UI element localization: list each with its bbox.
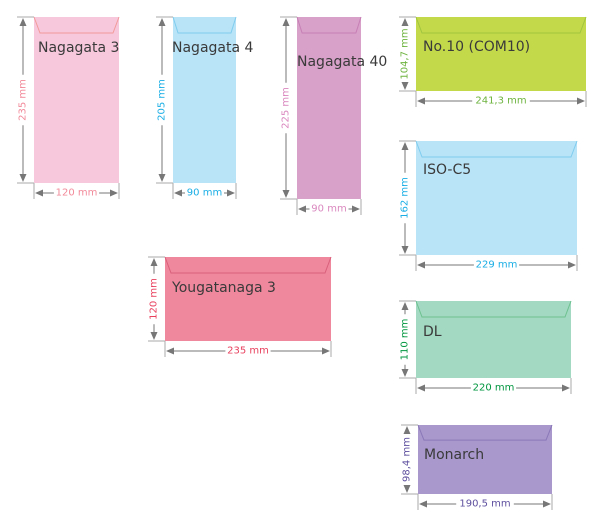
envelope-nagagata-3: Nagagata 3 235 mm 120 mm xyxy=(17,16,120,199)
height-label: 235 mm xyxy=(18,79,29,121)
width-label: 229 mm xyxy=(476,260,518,271)
height-label: 110 mm xyxy=(400,319,411,361)
width-label: 90 mm xyxy=(187,188,222,199)
width-label: 220 mm xyxy=(473,383,515,394)
height-label: 98,4 mm xyxy=(402,437,413,482)
height-label: 205 mm xyxy=(157,79,168,121)
height-label: 162 mm xyxy=(400,177,411,219)
envelope-name: Yougatanaga 3 xyxy=(171,280,276,296)
width-label: 235 mm xyxy=(227,346,269,357)
arrow-down-icon xyxy=(282,190,290,198)
arrow-down-icon xyxy=(401,369,409,377)
envelope-flap xyxy=(415,300,572,318)
arrow-right-icon xyxy=(110,189,118,197)
envelope-monarch: Monarch 98,4 mm 190,5 mm xyxy=(401,424,553,510)
arrow-up-icon xyxy=(403,426,411,434)
envelope-name: No.10 (COM10) xyxy=(423,39,530,55)
arrow-left-icon xyxy=(419,500,427,508)
arrow-down-icon xyxy=(150,332,158,340)
height-label: 225 mm xyxy=(281,87,292,129)
arrow-right-icon xyxy=(562,384,570,392)
arrow-left-icon xyxy=(298,205,306,213)
envelope-flap xyxy=(296,16,362,34)
width-label: 120 mm xyxy=(56,188,98,199)
width-label: 190,5 mm xyxy=(459,499,510,510)
arrow-right-icon xyxy=(568,261,576,269)
arrow-right-icon xyxy=(227,189,235,197)
arrow-up-icon xyxy=(282,18,290,26)
arrow-down-icon xyxy=(403,485,411,493)
envelope-dl: DL 110 mm 220 mm xyxy=(399,300,572,394)
envelope-flap xyxy=(417,424,553,441)
width-label: 241,3 mm xyxy=(475,96,526,107)
arrow-left-icon xyxy=(417,261,425,269)
arrow-left-icon xyxy=(417,97,425,105)
envelope-flap xyxy=(164,256,332,274)
arrow-up-icon xyxy=(19,18,27,26)
arrow-up-icon xyxy=(158,18,166,26)
arrow-left-icon xyxy=(417,384,425,392)
arrow-up-icon xyxy=(401,18,409,26)
envelope-nagagata-4: Nagagata 4 205 mm 90 mm xyxy=(156,16,254,199)
arrow-up-icon xyxy=(401,302,409,310)
envelope-name: DL xyxy=(423,324,442,340)
arrow-left-icon xyxy=(166,347,174,355)
height-label: 104,7 mm xyxy=(400,28,411,79)
envelope-body xyxy=(165,257,331,341)
arrow-up-icon xyxy=(401,142,409,150)
envelope-body xyxy=(34,17,119,183)
height-label: 120 mm xyxy=(149,278,160,320)
envelope-no-10-com10-: No.10 (COM10) 104,7 mm 241,3 mm xyxy=(399,16,587,107)
arrow-down-icon xyxy=(401,82,409,90)
width-label: 90 mm xyxy=(311,204,346,215)
envelope-body xyxy=(297,17,361,199)
arrow-left-icon xyxy=(174,189,182,197)
arrow-left-icon xyxy=(35,189,43,197)
envelope-body xyxy=(416,141,577,255)
envelope-nagagata-40: Nagagata 40 225 mm 90 mm xyxy=(280,16,387,215)
envelope-name: Nagagata 40 xyxy=(297,54,387,70)
envelope-body xyxy=(418,425,552,494)
envelope-flap xyxy=(33,16,120,34)
envelope-iso-c5: ISO-C5 162 mm 229 mm xyxy=(399,140,578,271)
envelope-name: Nagagata 3 xyxy=(38,40,119,56)
arrow-down-icon xyxy=(19,174,27,182)
envelope-body xyxy=(416,17,586,91)
arrow-right-icon xyxy=(577,97,585,105)
envelope-flap xyxy=(415,140,578,158)
arrow-right-icon xyxy=(543,500,551,508)
envelope-name: ISO-C5 xyxy=(423,162,471,178)
arrow-down-icon xyxy=(158,174,166,182)
arrow-up-icon xyxy=(150,258,158,266)
envelope-flap xyxy=(415,16,587,34)
envelope-yougatanaga-3: Yougatanaga 3 120 mm 235 mm xyxy=(148,256,332,357)
arrow-down-icon xyxy=(401,246,409,254)
envelope-body xyxy=(416,301,571,378)
arrow-right-icon xyxy=(322,347,330,355)
envelope-body xyxy=(173,17,236,183)
envelope-name: Nagagata 4 xyxy=(172,40,254,56)
envelope-name: Monarch xyxy=(424,447,484,463)
arrow-right-icon xyxy=(352,205,360,213)
envelope-flap xyxy=(172,16,237,34)
